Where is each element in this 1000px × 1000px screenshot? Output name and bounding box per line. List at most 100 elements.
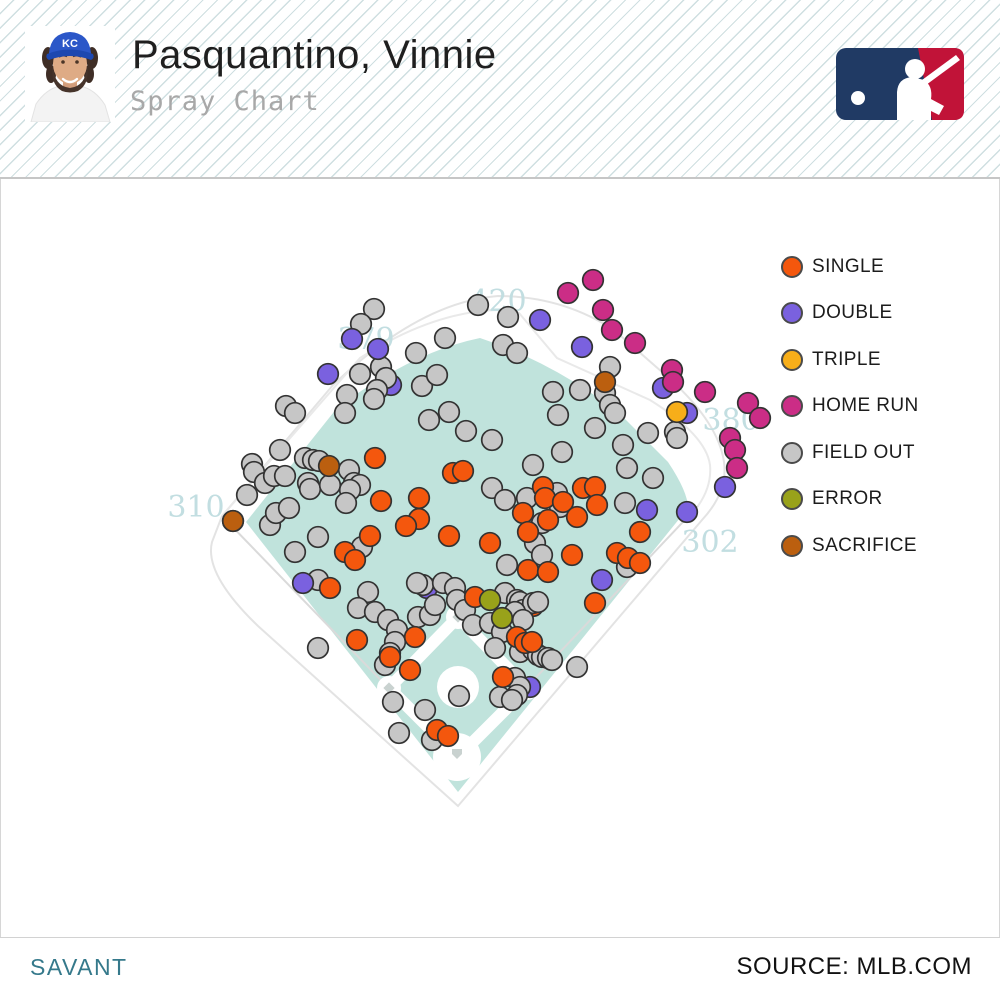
spray-point-single — [628, 520, 652, 544]
spray-point-field_out — [500, 688, 524, 712]
cap-logo: KC — [62, 38, 78, 50]
legend-label-home_run: HOME RUN — [812, 395, 919, 416]
spray-point-field_out — [318, 473, 342, 497]
spray-point-single — [516, 520, 540, 544]
legend-swatch-error — [781, 488, 803, 510]
spray-point-single — [363, 446, 387, 470]
spray-point-error — [478, 588, 502, 612]
spray-point-field_out — [348, 362, 372, 386]
spray-point-field_out — [665, 426, 689, 450]
spray-point-field_out — [541, 380, 565, 404]
legend-label-sacrifice: SACRIFICE — [812, 534, 917, 556]
spray-point-single — [394, 514, 418, 538]
spray-point-field_out — [273, 464, 297, 488]
spray-point-field_out — [433, 326, 457, 350]
spray-point-single — [407, 486, 431, 510]
spray-point-double — [366, 337, 390, 361]
spray-point-sacrifice — [593, 370, 617, 394]
legend-swatch-sacrifice — [781, 534, 803, 557]
spray-point-single — [403, 625, 427, 649]
spray-point-double — [713, 475, 737, 499]
spray-point-double — [570, 335, 594, 359]
spray-point-field_out — [387, 721, 411, 745]
spray-point-double — [316, 362, 340, 386]
home-plate — [452, 749, 462, 759]
legend-swatch-single — [781, 255, 803, 278]
spray-point-single — [378, 645, 402, 669]
legend-label-field_out: FIELD OUT — [812, 441, 915, 463]
spray-point-field_out — [565, 655, 589, 679]
spray-point-field_out — [641, 466, 665, 490]
spray-point-field_out — [454, 419, 478, 443]
source-credit: SOURCE: MLB.COM — [736, 953, 972, 980]
spray-point-single — [451, 459, 475, 483]
spray-point-field_out — [277, 496, 301, 520]
spray-point-single — [478, 531, 502, 555]
legend-label-error: ERROR — [812, 488, 883, 509]
spray-point-field_out — [362, 297, 386, 321]
legend-label-double: DOUBLE — [812, 302, 893, 323]
spray-point-single — [437, 524, 461, 548]
distance-label-302: 302 — [681, 525, 738, 560]
spray-point-field_out — [496, 305, 520, 329]
spray-point-field_out — [583, 416, 607, 440]
spray-point-field_out — [466, 293, 490, 317]
spray-point-single — [516, 558, 540, 582]
spray-point-home_run — [725, 456, 749, 480]
spray-point-field_out — [521, 453, 545, 477]
spray-point-field_out — [483, 636, 507, 660]
spray-point-field_out — [505, 341, 529, 365]
spray-point-field_out — [636, 421, 660, 445]
legend-item-error: ERROR — [781, 488, 919, 511]
spray-point-single — [536, 560, 560, 584]
legend-swatch-home_run — [781, 395, 803, 417]
third-base — [383, 682, 395, 694]
distance-label-310: 310 — [167, 490, 224, 525]
spray-point-single — [536, 508, 560, 532]
spray-point-field_out — [410, 374, 434, 398]
spray-point-single — [520, 630, 544, 654]
spray-point-sacrifice — [221, 509, 245, 533]
spray-point-field_out — [356, 580, 380, 604]
footer: SAVANT SOURCE: MLB.COM — [0, 937, 1000, 1000]
legend-swatch-field_out — [781, 441, 803, 464]
spray-point-field_out — [268, 438, 292, 462]
spray-point-single — [565, 505, 589, 529]
spray-point-field_out — [298, 477, 322, 501]
spray-point-field_out — [404, 341, 428, 365]
spray-point-field_out — [495, 553, 519, 577]
spray-point-single — [369, 489, 393, 513]
spray-point-field_out — [493, 488, 517, 512]
spray-point-double — [291, 571, 315, 595]
spray-points-layer — [221, 268, 772, 752]
fence-line — [221, 308, 712, 517]
spray-point-home_run — [661, 370, 685, 394]
spray-point-field_out — [334, 491, 358, 515]
spray-point-home_run — [748, 406, 772, 430]
legend-item-field_out: FIELD OUT — [781, 441, 919, 464]
spray-point-field_out — [413, 698, 437, 722]
spray-point-single — [398, 658, 422, 682]
spray-point-field_out — [235, 483, 259, 507]
spray-point-field_out — [568, 378, 592, 402]
spray-point-triple — [665, 400, 689, 424]
spray-point-field_out — [540, 648, 564, 672]
spray-point-single — [583, 591, 607, 615]
spray-point-home_run — [556, 281, 580, 305]
spray-point-field_out — [306, 525, 330, 549]
spray-point-error — [490, 606, 514, 630]
spray-point-field_out — [362, 387, 386, 411]
field-grass — [246, 338, 688, 792]
savant-brand: SAVANT — [30, 954, 128, 980]
spray-point-single — [511, 501, 535, 525]
spray-point-field_out — [447, 684, 471, 708]
spray-point-field_out — [333, 401, 357, 425]
spray-point-field_out — [550, 440, 574, 464]
legend-label-triple: TRIPLE — [812, 348, 881, 370]
spray-point-field_out — [417, 408, 441, 432]
spray-point-single — [358, 524, 382, 548]
spray-point-home_run — [591, 298, 615, 322]
spray-point-field_out — [603, 401, 627, 425]
spray-point-double — [635, 498, 659, 522]
